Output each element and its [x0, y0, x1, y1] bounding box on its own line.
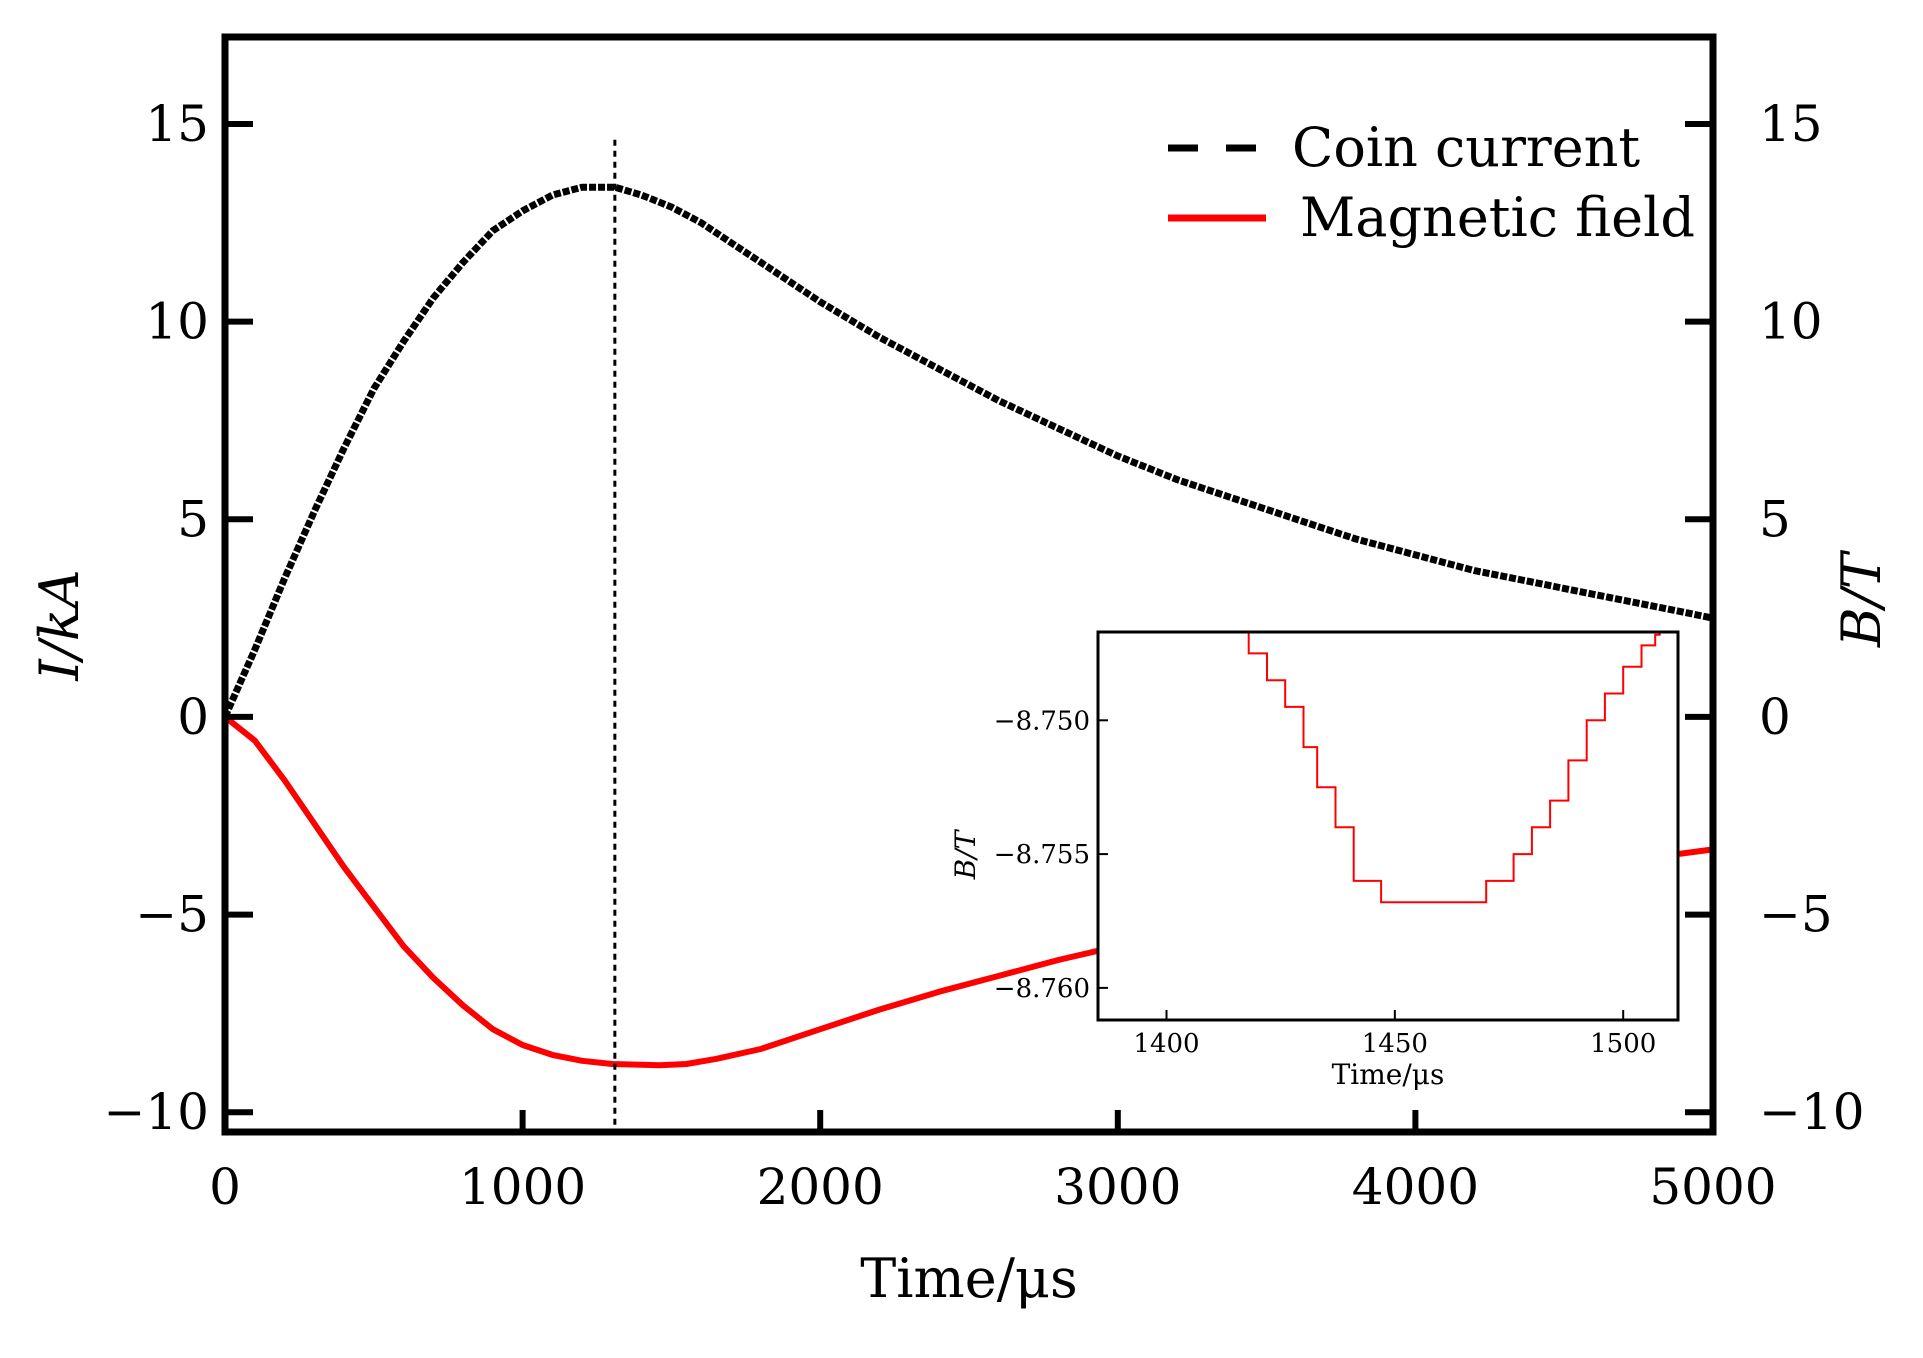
y-axis-title-left: I/kA [28, 569, 91, 681]
inset-background [1098, 632, 1678, 1020]
x-tick-label: 3000 [1054, 1158, 1181, 1216]
x-tick-label: 0 [209, 1158, 241, 1216]
inset-series-magnetic-field [1230, 632, 1661, 904]
x-axis-title: Time/μs [860, 1247, 1077, 1310]
inset-y-tick-label: −8.755 [994, 840, 1090, 870]
y-tick-label-right: 10 [1759, 293, 1823, 351]
y-tick-label-left: 0 [177, 688, 209, 746]
y-tick-label-right: 15 [1759, 95, 1823, 153]
inset-x-axis-title: Time/μs [1332, 1058, 1445, 1091]
x-tick-label: 1000 [459, 1158, 586, 1216]
y-tick-label-right: −5 [1759, 886, 1833, 944]
inset-y-tick-label: −8.750 [994, 706, 1090, 736]
inset-plot: 1400 1450 1500 −8.750 −8.755 −8.760 Time/μs B/T [949, 630, 1680, 1091]
inset-y-axis-title: B/T [949, 828, 982, 880]
y-tick-label-left: −10 [103, 1083, 209, 1141]
y-tick-label-left: 10 [145, 293, 209, 351]
inset-x-tick-label: 1400 [1133, 1029, 1199, 1059]
inset-x-tick-label: 1450 [1362, 1029, 1428, 1059]
legend: Coin current Magnetic field [1168, 116, 1695, 249]
y-tick-label-right: 0 [1759, 688, 1791, 746]
x-tick-label: 2000 [757, 1158, 884, 1216]
inset-frame [1096, 630, 1680, 1022]
y-tick-label-right: 5 [1759, 490, 1791, 548]
y-tick-label-right: −10 [1759, 1083, 1865, 1141]
inset-y-tick-label: −8.760 [994, 974, 1090, 1004]
x-tick-label: 5000 [1649, 1158, 1776, 1216]
y-tick-label-left: −5 [135, 886, 209, 944]
y-tick-label-left: 5 [177, 490, 209, 548]
plot-frame [221, 33, 1717, 1136]
legend-label-magnetic-field: Magnetic field [1300, 186, 1695, 249]
inset-x-tick-label: 1500 [1590, 1029, 1656, 1059]
y-axis-title-right: B/T [1830, 549, 1893, 648]
y-tick-label-left: 15 [145, 95, 209, 153]
legend-label-coin-current: Coin current [1292, 116, 1640, 179]
x-tick-label: 4000 [1352, 1158, 1479, 1216]
